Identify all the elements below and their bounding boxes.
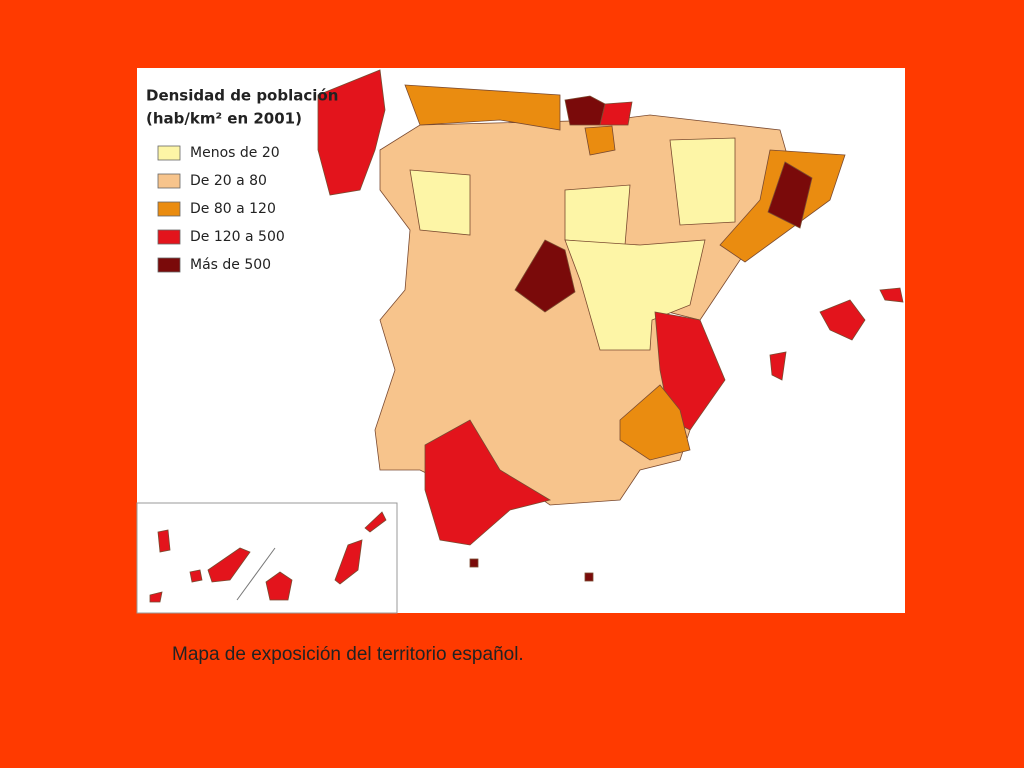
legend-label: De 20 a 80 [190, 173, 267, 189]
province [424, 419, 552, 546]
legend-label: De 80 a 120 [190, 201, 276, 217]
legend-swatch [157, 173, 181, 189]
legend-label: De 120 a 500 [190, 229, 285, 245]
province [157, 529, 171, 553]
legend-title: Densidad de población [146, 87, 338, 105]
province [189, 569, 203, 583]
province [619, 384, 691, 461]
legend-swatch [157, 229, 181, 245]
canary-inset [136, 502, 398, 614]
province [564, 95, 606, 126]
caption: Mapa de exposición del territorio españo… [172, 644, 524, 665]
legend: Menos de 20 De 20 a 80 De 80 a 120 De 120 a… [157, 145, 285, 273]
inset-divider [236, 547, 276, 601]
province [409, 169, 471, 236]
province [819, 299, 866, 341]
province [514, 239, 576, 313]
province [767, 161, 813, 229]
province [769, 351, 787, 381]
legend-label: Más de 500 [190, 257, 271, 273]
province [584, 125, 616, 156]
province [317, 69, 386, 196]
legend-swatch [157, 201, 181, 217]
province [364, 511, 387, 533]
province [879, 287, 904, 303]
legend-swatch [157, 145, 181, 161]
province [669, 137, 736, 226]
province [564, 184, 631, 246]
province [584, 572, 594, 582]
province [207, 547, 251, 583]
province [599, 101, 633, 126]
province [564, 239, 706, 351]
legend-swatch [157, 257, 181, 273]
legend-label: Menos de 20 [190, 145, 280, 161]
province [265, 571, 293, 601]
map [149, 69, 904, 603]
province [404, 84, 561, 131]
province [149, 591, 163, 603]
province [469, 558, 479, 568]
legend-title: (hab/km² en 2001) [146, 110, 302, 128]
province [334, 539, 363, 585]
